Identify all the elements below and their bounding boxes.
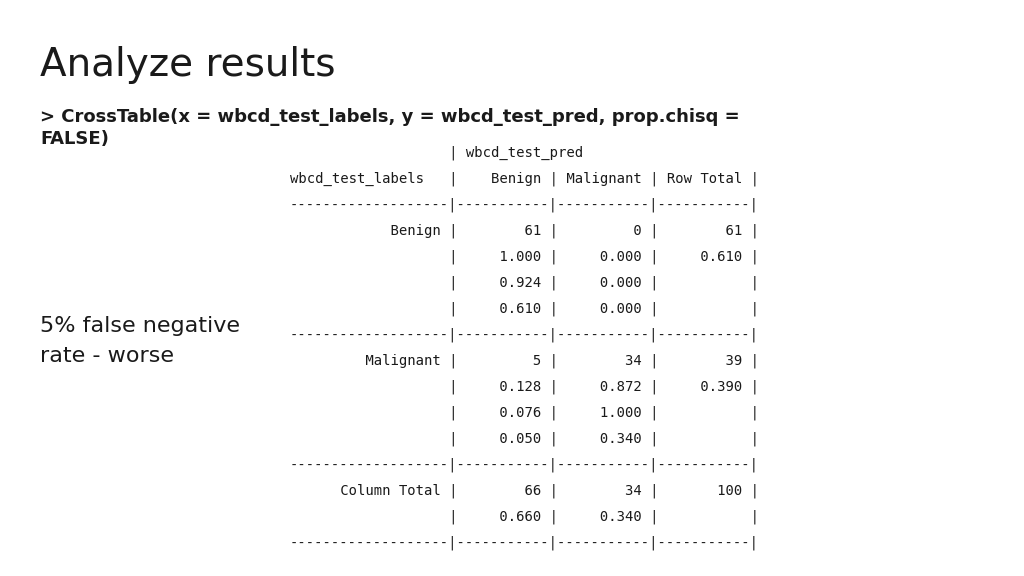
Text: 5% false negative: 5% false negative	[40, 316, 240, 336]
Text: Column Total |        66 |        34 |       100 |: Column Total | 66 | 34 | 100 |	[290, 484, 759, 498]
Text: -------------------|-----------|-----------|-----------|: -------------------|-----------|--------…	[290, 458, 759, 472]
Text: |     0.128 |     0.872 |     0.390 |: | 0.128 | 0.872 | 0.390 |	[290, 380, 759, 395]
Text: Analyze results: Analyze results	[40, 46, 336, 84]
Text: -------------------|-----------|-----------|-----------|: -------------------|-----------|--------…	[290, 536, 759, 551]
Text: -------------------|-----------|-----------|-----------|: -------------------|-----------|--------…	[290, 328, 759, 343]
Text: Malignant |         5 |        34 |        39 |: Malignant | 5 | 34 | 39 |	[290, 354, 759, 369]
Text: -------------------|-----------|-----------|-----------|: -------------------|-----------|--------…	[290, 198, 759, 213]
Text: |     0.076 |     1.000 |           |: | 0.076 | 1.000 | |	[290, 406, 759, 420]
Text: Benign |        61 |         0 |        61 |: Benign | 61 | 0 | 61 |	[290, 224, 759, 238]
Text: rate - worse: rate - worse	[40, 346, 174, 366]
Text: | wbcd_test_pred: | wbcd_test_pred	[290, 146, 583, 161]
Text: |     0.660 |     0.340 |           |: | 0.660 | 0.340 | |	[290, 510, 759, 525]
Text: |     0.610 |     0.000 |           |: | 0.610 | 0.000 | |	[290, 302, 759, 316]
Text: FALSE): FALSE)	[40, 130, 109, 148]
Text: wbcd_test_labels   |    Benign | Malignant | Row Total |: wbcd_test_labels | Benign | Malignant | …	[290, 172, 759, 187]
Text: > CrossTable(x = wbcd_test_labels, y = wbcd_test_pred, prop.chisq =: > CrossTable(x = wbcd_test_labels, y = w…	[40, 108, 739, 126]
Text: |     0.050 |     0.340 |           |: | 0.050 | 0.340 | |	[290, 432, 759, 446]
Text: |     1.000 |     0.000 |     0.610 |: | 1.000 | 0.000 | 0.610 |	[290, 250, 759, 264]
Text: |     0.924 |     0.000 |           |: | 0.924 | 0.000 | |	[290, 276, 759, 290]
